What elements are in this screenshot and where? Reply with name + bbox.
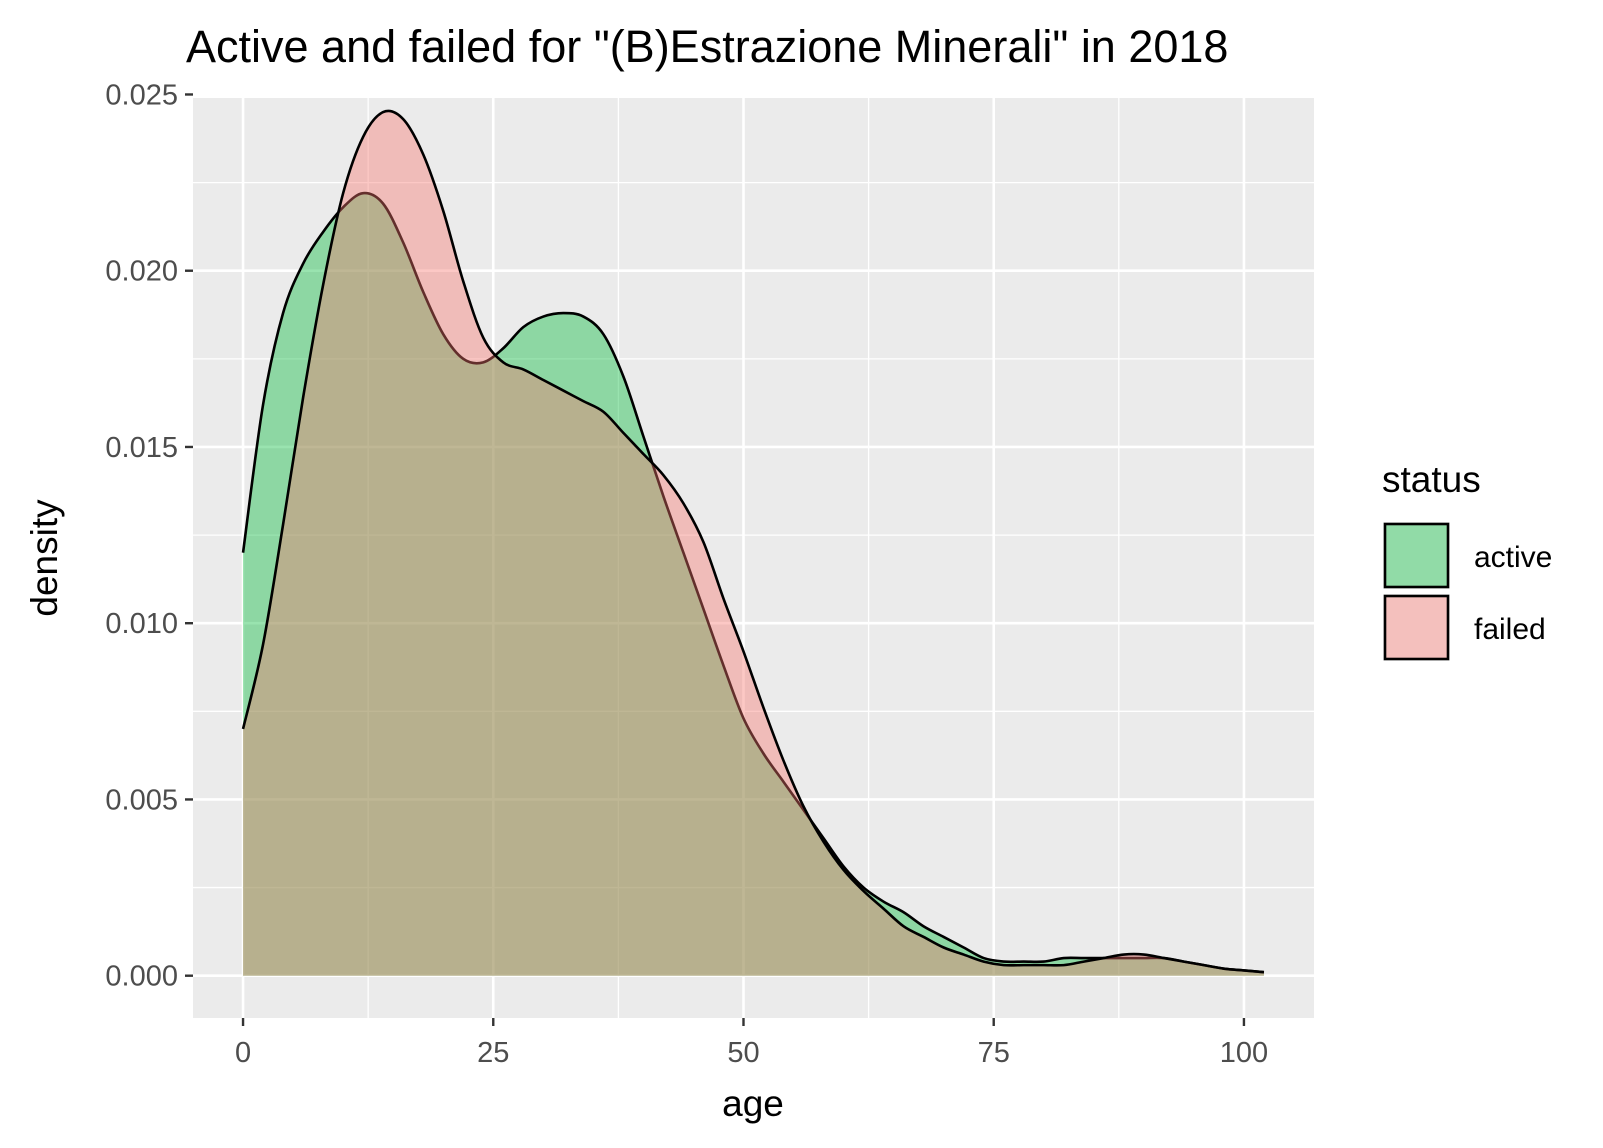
y-tick-label: 0.020	[105, 256, 178, 288]
y-tick-label: 0.000	[105, 961, 178, 993]
legend-entries: active failed	[1383, 522, 1552, 661]
legend-swatch-failed	[1383, 594, 1450, 661]
x-axis-title: age	[722, 1083, 784, 1124]
x-tick-label: 75	[978, 1037, 1010, 1069]
y-axis-title: density	[24, 499, 65, 617]
grid-major	[193, 93, 1314, 1018]
density-line-active	[241, 191, 1265, 974]
legend: status active failed	[1382, 459, 1552, 661]
y-tick-label: 0.005	[105, 784, 178, 816]
x-tick-label: 25	[477, 1037, 509, 1069]
y-tick-label: 0.025	[105, 79, 178, 111]
legend-key-bg-active	[1383, 522, 1450, 589]
x-tick-label: 50	[727, 1037, 759, 1069]
density-area-active	[243, 193, 1264, 976]
legend-title: status	[1382, 459, 1481, 500]
chart-title: Active and failed for "(B)Estrazione Min…	[186, 21, 1228, 72]
density-line-failed	[241, 109, 1265, 974]
legend-key-bg-failed	[1383, 594, 1450, 661]
axis-ticks	[185, 93, 1246, 1026]
y-tick-label: 0.010	[105, 608, 178, 640]
legend-label-active: active	[1474, 541, 1552, 574]
x-tick-labels: 0 25 50 75 100	[235, 1037, 1268, 1069]
grid-minor	[193, 98, 1314, 1018]
x-tick-label: 100	[1220, 1037, 1268, 1069]
y-tick-label: 0.015	[105, 432, 178, 464]
density-area-failed	[243, 110, 1264, 976]
legend-swatch-active	[1383, 522, 1450, 589]
legend-label-failed: failed	[1474, 613, 1546, 646]
series-layer	[241, 109, 1265, 976]
y-tick-labels: 0.000 0.005 0.010 0.015 0.020 0.025	[105, 79, 178, 992]
plot-panel	[193, 98, 1314, 1018]
x-tick-label: 0	[235, 1037, 251, 1069]
